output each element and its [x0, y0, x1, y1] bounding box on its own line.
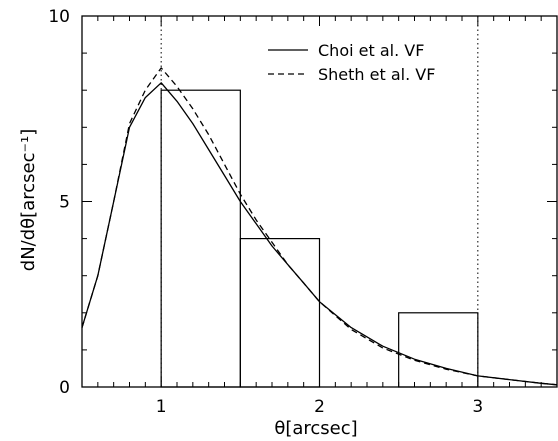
y-tick-label-2: 10: [48, 7, 70, 27]
x-axis-label: θ[arcsec]: [274, 418, 357, 439]
x-tick-label-2: 3: [472, 397, 483, 417]
legend-label-choi: Choi et al. VF: [318, 41, 424, 60]
histogram-bar-4: [399, 313, 478, 387]
x-tick-label-1: 2: [314, 397, 325, 417]
y-tick-label-1: 5: [59, 193, 70, 213]
y-axis-label: dN/dθ[arcsec⁻¹]: [18, 129, 39, 271]
axes: 1 2 3 0 5 10: [48, 7, 557, 417]
x-tick-label-0: 1: [156, 397, 167, 417]
legend: Choi et al. VF Sheth et al. VF: [268, 41, 435, 84]
legend-label-sheth: Sheth et al. VF: [318, 65, 435, 84]
histogram-bar-1: [161, 90, 240, 387]
histogram-bar-2: [240, 239, 319, 387]
y-tick-label-0: 0: [59, 378, 70, 398]
